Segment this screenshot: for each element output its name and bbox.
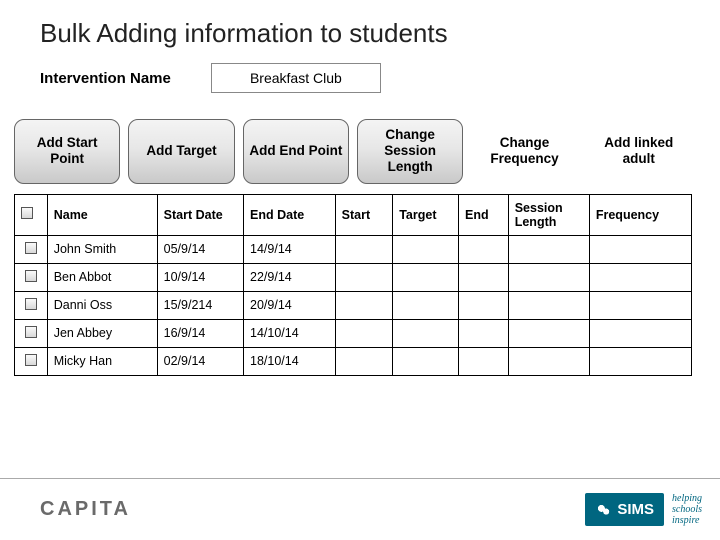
tagline-line: inspire bbox=[672, 515, 702, 526]
table-cell: 14/9/14 bbox=[244, 235, 336, 263]
action-buttons-row: Add Start PointAdd TargetAdd End PointCh… bbox=[14, 119, 692, 184]
sims-icon bbox=[595, 502, 611, 518]
table-cell bbox=[508, 319, 589, 347]
table-body: John Smith05/9/1414/9/14Ben Abbot10/9/14… bbox=[15, 235, 692, 375]
table-cell bbox=[508, 347, 589, 375]
table-cell bbox=[335, 263, 393, 291]
table-cell bbox=[393, 263, 459, 291]
table-cell bbox=[393, 291, 459, 319]
table-cell bbox=[589, 319, 691, 347]
table-row: Jen Abbey16/9/1414/10/14 bbox=[15, 319, 692, 347]
table-cell bbox=[459, 319, 509, 347]
column-header: End bbox=[459, 194, 509, 235]
table-cell: 14/10/14 bbox=[244, 319, 336, 347]
column-header: Target bbox=[393, 194, 459, 235]
table-cell bbox=[589, 263, 691, 291]
column-header: End Date bbox=[244, 194, 336, 235]
intervention-row: Intervention Name Breakfast Club bbox=[40, 63, 692, 93]
table-cell bbox=[15, 291, 48, 319]
table-cell bbox=[459, 263, 509, 291]
table-cell: Jen Abbey bbox=[47, 319, 157, 347]
tagline: helping schools inspire bbox=[672, 493, 702, 526]
table-cell: Micky Han bbox=[47, 347, 157, 375]
table-cell bbox=[393, 235, 459, 263]
table-cell: Ben Abbot bbox=[47, 263, 157, 291]
table-row: John Smith05/9/1414/9/14 bbox=[15, 235, 692, 263]
column-header: Name bbox=[47, 194, 157, 235]
tagline-line: schools bbox=[672, 504, 702, 515]
row-checkbox[interactable] bbox=[25, 326, 37, 338]
column-header: Frequency bbox=[589, 194, 691, 235]
table-cell bbox=[15, 263, 48, 291]
table-cell: 05/9/14 bbox=[157, 235, 243, 263]
table-cell bbox=[15, 235, 48, 263]
table-cell: 16/9/14 bbox=[157, 319, 243, 347]
action-button[interactable]: Add End Point bbox=[243, 119, 349, 184]
select-all-checkbox[interactable] bbox=[21, 207, 33, 219]
students-table: NameStart DateEnd DateStartTargetEndSess… bbox=[14, 194, 692, 376]
table-cell bbox=[508, 235, 589, 263]
table-cell: 02/9/14 bbox=[157, 347, 243, 375]
brand-capita: CAPITA bbox=[40, 498, 131, 521]
column-header: Start Date bbox=[157, 194, 243, 235]
action-button[interactable]: Change Session Length bbox=[357, 119, 463, 184]
table-cell bbox=[508, 263, 589, 291]
table-cell: 18/10/14 bbox=[244, 347, 336, 375]
table-cell bbox=[508, 291, 589, 319]
action-button[interactable]: Add Target bbox=[128, 119, 234, 184]
table-cell bbox=[589, 347, 691, 375]
row-checkbox[interactable] bbox=[25, 242, 37, 254]
tagline-line: helping bbox=[672, 493, 702, 504]
table-cell bbox=[15, 319, 48, 347]
column-header: Session Length bbox=[508, 194, 589, 235]
column-header bbox=[15, 194, 48, 235]
column-header: Start bbox=[335, 194, 393, 235]
table-header-row: NameStart DateEnd DateStartTargetEndSess… bbox=[15, 194, 692, 235]
table-cell bbox=[15, 347, 48, 375]
table-row: Ben Abbot10/9/1422/9/14 bbox=[15, 263, 692, 291]
table-cell bbox=[335, 291, 393, 319]
action-button[interactable]: Change Frequency bbox=[471, 119, 577, 184]
table-row: Micky Han02/9/1418/10/14 bbox=[15, 347, 692, 375]
row-checkbox[interactable] bbox=[25, 354, 37, 366]
table-cell: John Smith bbox=[47, 235, 157, 263]
row-checkbox[interactable] bbox=[25, 298, 37, 310]
page-title: Bulk Adding information to students bbox=[40, 18, 692, 49]
action-button[interactable]: Add linked adult bbox=[586, 119, 692, 184]
table-cell bbox=[393, 319, 459, 347]
table-cell bbox=[459, 235, 509, 263]
table-cell bbox=[459, 291, 509, 319]
table-cell bbox=[589, 291, 691, 319]
row-checkbox[interactable] bbox=[25, 270, 37, 282]
table-cell: 10/9/14 bbox=[157, 263, 243, 291]
table-cell bbox=[335, 319, 393, 347]
table-cell bbox=[335, 347, 393, 375]
intervention-name-field[interactable]: Breakfast Club bbox=[211, 63, 381, 93]
table-cell: 15/9/214 bbox=[157, 291, 243, 319]
table-cell bbox=[393, 347, 459, 375]
sims-text: SIMS bbox=[617, 501, 654, 518]
footer-right: SIMS helping schools inspire bbox=[585, 493, 702, 526]
table-cell bbox=[459, 347, 509, 375]
table-cell bbox=[335, 235, 393, 263]
action-button[interactable]: Add Start Point bbox=[14, 119, 120, 184]
sims-badge: SIMS bbox=[585, 493, 664, 526]
table-cell: 22/9/14 bbox=[244, 263, 336, 291]
footer: CAPITA SIMS helping schools inspire bbox=[0, 478, 720, 540]
table-cell bbox=[589, 235, 691, 263]
table-row: Danni Oss15/9/21420/9/14 bbox=[15, 291, 692, 319]
table-cell: 20/9/14 bbox=[244, 291, 336, 319]
table-cell: Danni Oss bbox=[47, 291, 157, 319]
intervention-label: Intervention Name bbox=[40, 70, 171, 87]
